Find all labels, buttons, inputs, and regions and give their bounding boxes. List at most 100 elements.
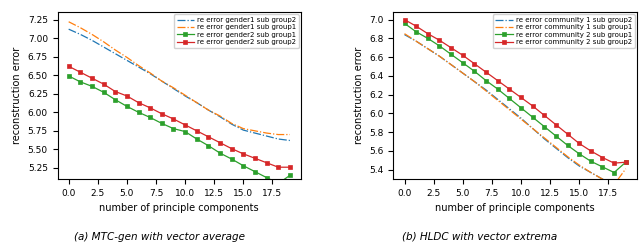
re error community 1 sub group1 bbox=[575, 164, 583, 166]
re error community 2 sub group2 bbox=[447, 46, 455, 49]
re error gender1 sub group2 bbox=[65, 28, 72, 31]
re error gender2 sub group2 bbox=[134, 101, 142, 104]
re error community 2 sub group2 bbox=[611, 162, 618, 165]
re error gender1 sub group1 bbox=[111, 48, 119, 51]
re error community 1 sub group2 bbox=[540, 137, 548, 140]
Line: re error community 2 sub group2: re error community 2 sub group2 bbox=[403, 18, 627, 165]
re error gender1 sub group2 bbox=[205, 109, 212, 112]
re error community 1 sub group1 bbox=[459, 72, 467, 75]
re error gender2 sub group2 bbox=[193, 129, 200, 132]
re error community 1 sub group2 bbox=[506, 107, 513, 110]
re error gender1 sub group2 bbox=[158, 80, 166, 83]
re error community 1 sub group1 bbox=[482, 90, 490, 92]
re error community 1 sub group2 bbox=[598, 178, 606, 181]
re error gender2 sub group2 bbox=[158, 112, 166, 115]
re error gender2 sub group2 bbox=[100, 83, 108, 85]
re error community 1 sub group2 bbox=[447, 63, 455, 66]
re error community 1 sub group1 bbox=[529, 127, 536, 130]
re error community 1 sub group1 bbox=[564, 155, 572, 158]
re error community 1 sub group1 bbox=[447, 63, 455, 66]
re error community 1 sub group2 bbox=[622, 181, 630, 183]
re error community 1 sub group2 bbox=[401, 33, 408, 36]
Y-axis label: reconstruction error: reconstruction error bbox=[354, 47, 364, 144]
re error gender1 sub group1 bbox=[181, 94, 189, 97]
re error gender2 sub group2 bbox=[205, 135, 212, 138]
re error community 1 sub group1 bbox=[401, 32, 408, 35]
re error community 2 sub group1 bbox=[482, 79, 490, 82]
re error community 2 sub group1 bbox=[598, 166, 606, 168]
Legend: re error community 1 sub group2, re error community 1 sub group1, re error commu: re error community 1 sub group2, re erro… bbox=[493, 14, 635, 48]
re error community 2 sub group2 bbox=[529, 105, 536, 107]
re error community 1 sub group2 bbox=[529, 127, 536, 130]
re error gender1 sub group1 bbox=[286, 133, 294, 136]
re error gender1 sub group2 bbox=[170, 87, 177, 90]
Line: re error gender2 sub group1: re error gender2 sub group1 bbox=[67, 74, 292, 185]
re error gender1 sub group2 bbox=[239, 129, 247, 132]
re error community 1 sub group2 bbox=[470, 80, 478, 83]
re error gender1 sub group1 bbox=[158, 80, 166, 83]
re error gender1 sub group1 bbox=[205, 109, 212, 112]
re error community 1 sub group1 bbox=[424, 47, 431, 50]
re error community 2 sub group1 bbox=[552, 135, 560, 137]
re error gender1 sub group1 bbox=[147, 71, 154, 74]
re error community 1 sub group1 bbox=[412, 40, 420, 43]
re error gender2 sub group2 bbox=[228, 147, 236, 150]
re error community 2 sub group2 bbox=[401, 18, 408, 21]
re error gender2 sub group2 bbox=[88, 77, 96, 80]
re error gender2 sub group1 bbox=[147, 116, 154, 119]
re error community 1 sub group1 bbox=[552, 146, 560, 149]
re error gender1 sub group2 bbox=[193, 101, 200, 104]
re error community 2 sub group1 bbox=[412, 30, 420, 33]
re error gender1 sub group1 bbox=[134, 64, 142, 67]
re error community 1 sub group2 bbox=[611, 182, 618, 185]
re error community 2 sub group1 bbox=[564, 144, 572, 147]
re error gender2 sub group1 bbox=[170, 127, 177, 130]
re error community 2 sub group1 bbox=[494, 88, 502, 91]
re error gender1 sub group2 bbox=[147, 72, 154, 75]
re error gender2 sub group2 bbox=[76, 71, 84, 74]
Y-axis label: reconstruction error: reconstruction error bbox=[12, 47, 22, 144]
re error gender1 sub group2 bbox=[111, 52, 119, 55]
re error community 2 sub group1 bbox=[575, 152, 583, 155]
re error community 2 sub group2 bbox=[564, 133, 572, 136]
re error community 2 sub group1 bbox=[622, 161, 630, 164]
re error community 1 sub group1 bbox=[611, 183, 618, 186]
re error gender1 sub group1 bbox=[193, 101, 200, 104]
re error gender2 sub group1 bbox=[275, 182, 282, 185]
re error community 2 sub group2 bbox=[587, 150, 595, 152]
re error community 1 sub group1 bbox=[436, 55, 444, 58]
re error community 1 sub group2 bbox=[552, 147, 560, 150]
Line: re error community 1 sub group1: re error community 1 sub group1 bbox=[404, 34, 626, 185]
re error gender2 sub group2 bbox=[216, 141, 224, 144]
re error gender2 sub group2 bbox=[251, 157, 259, 160]
re error gender2 sub group1 bbox=[216, 152, 224, 155]
re error gender1 sub group1 bbox=[275, 133, 282, 136]
re error gender1 sub group1 bbox=[100, 40, 108, 43]
Line: re error community 1 sub group2: re error community 1 sub group2 bbox=[404, 35, 626, 184]
re error community 2 sub group1 bbox=[506, 97, 513, 100]
re error community 1 sub group2 bbox=[424, 47, 431, 50]
Line: re error community 2 sub group1: re error community 2 sub group1 bbox=[403, 22, 627, 174]
re error community 2 sub group1 bbox=[470, 70, 478, 73]
re error gender1 sub group1 bbox=[216, 114, 224, 117]
re error gender2 sub group1 bbox=[111, 98, 119, 101]
re error community 1 sub group1 bbox=[517, 118, 525, 121]
re error gender2 sub group1 bbox=[88, 85, 96, 88]
re error community 2 sub group1 bbox=[540, 125, 548, 128]
re error gender2 sub group2 bbox=[263, 161, 271, 164]
re error community 1 sub group2 bbox=[575, 165, 583, 167]
re error gender2 sub group1 bbox=[100, 91, 108, 94]
re error community 1 sub group1 bbox=[540, 136, 548, 139]
re error gender1 sub group1 bbox=[228, 122, 236, 125]
re error community 2 sub group2 bbox=[482, 71, 490, 74]
re error gender2 sub group1 bbox=[239, 164, 247, 167]
re error community 2 sub group1 bbox=[459, 61, 467, 64]
re error gender1 sub group2 bbox=[286, 139, 294, 142]
Text: (a) MTC-gen with vector average: (a) MTC-gen with vector average bbox=[74, 232, 246, 242]
re error gender2 sub group1 bbox=[76, 80, 84, 83]
re error gender2 sub group2 bbox=[275, 166, 282, 169]
re error gender2 sub group1 bbox=[123, 105, 131, 108]
Line: re error gender1 sub group1: re error gender1 sub group1 bbox=[68, 22, 290, 135]
re error gender2 sub group2 bbox=[65, 65, 72, 68]
re error gender1 sub group2 bbox=[76, 33, 84, 36]
